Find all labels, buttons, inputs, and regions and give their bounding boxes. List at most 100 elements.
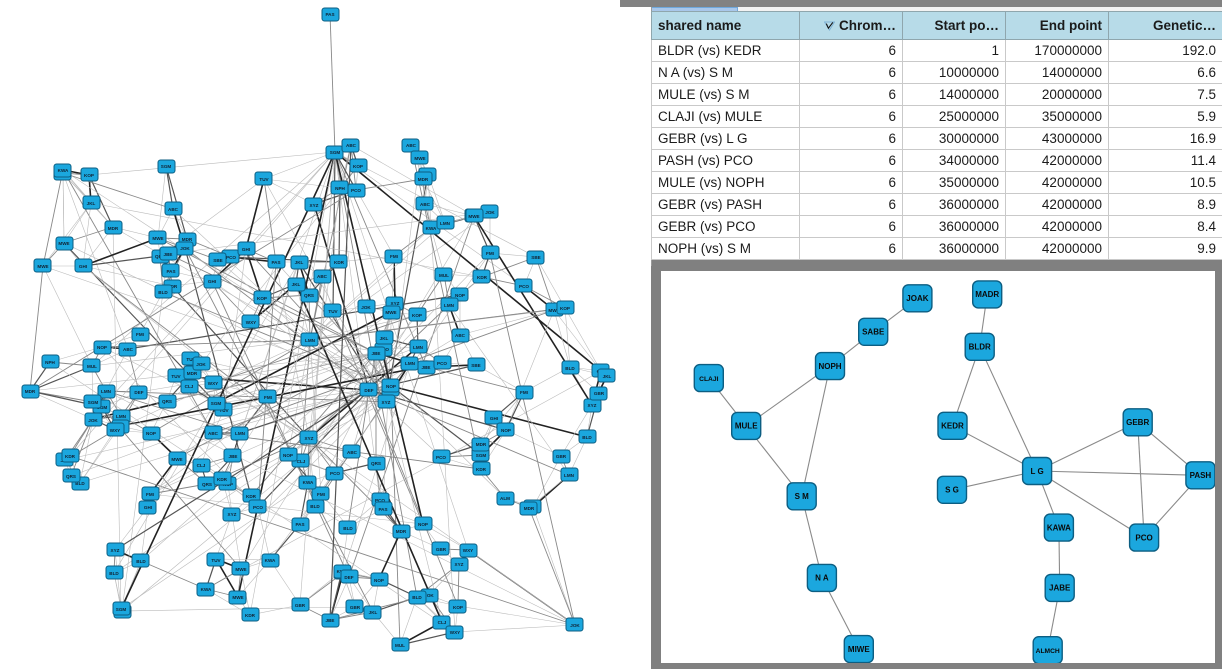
svg-text:SGM: SGM [330,150,341,155]
svg-text:SGM: SGM [161,164,172,169]
svg-text:LMN: LMN [444,303,455,308]
svg-text:KDR: KDR [217,477,228,482]
svg-text:JBE: JBE [229,454,238,459]
svg-text:S M: S M [795,492,810,501]
svg-text:JKL: JKL [380,336,389,341]
svg-text:SGM: SGM [476,453,487,458]
svg-text:KWA: KWA [265,558,276,563]
svg-text:GEBR: GEBR [1126,418,1149,427]
svg-text:JBE: JBE [164,252,173,257]
svg-text:KWA: KWA [426,226,437,231]
svg-text:NPH: NPH [45,360,55,365]
svg-text:KEDR: KEDR [941,422,964,431]
svg-text:MDR: MDR [187,371,198,376]
svg-text:NOP: NOP [374,578,384,583]
svg-text:FMI: FMI [390,254,398,259]
svg-text:QRS: QRS [202,482,212,487]
svg-text:SGM: SGM [116,607,127,612]
svg-text:MWE: MWE [414,156,425,161]
svg-text:FMI: FMI [520,390,528,395]
svg-text:ABC: ABC [406,143,417,148]
svg-text:MDR: MDR [396,529,407,534]
svg-text:NOP: NOP [283,453,293,458]
svg-text:MDR: MDR [524,506,535,511]
svg-text:KOP: KOP [560,306,570,311]
svg-text:JKL: JKL [603,374,612,379]
svg-text:SBE: SBE [213,258,222,263]
svg-text:NOP: NOP [418,522,428,527]
svg-text:JOK: JOK [570,623,580,628]
svg-text:ABC: ABC [346,143,357,148]
svg-text:SGM: SGM [88,400,99,405]
svg-text:PCO: PCO [436,455,446,460]
svg-text:PCO: PCO [226,255,236,260]
svg-text:BLDR: BLDR [969,343,991,352]
svg-text:GHI: GHI [490,416,498,421]
svg-text:PCO: PCO [519,284,529,289]
svg-text:MDR: MDR [476,442,487,447]
svg-text:JKL: JKL [87,201,96,206]
svg-text:GHI: GHI [242,247,250,252]
svg-text:PAS: PAS [166,269,175,274]
svg-text:GHI: GHI [79,264,87,269]
svg-text:MDR: MDR [182,237,193,242]
svg-text:BLD: BLD [412,595,422,600]
svg-text:BLD: BLD [136,559,146,564]
svg-text:LMN: LMN [101,389,112,394]
svg-text:PAS: PAS [271,260,280,265]
svg-text:XYZ: XYZ [391,301,400,306]
svg-text:JABE: JABE [1049,584,1071,593]
svg-text:KOP: KOP [353,164,363,169]
svg-text:FMI: FMI [486,251,494,256]
svg-text:TUV: TUV [259,177,269,182]
svg-text:MULE: MULE [735,422,758,431]
svg-text:MWE: MWE [171,457,182,462]
svg-text:KDR: KDR [65,454,76,459]
svg-text:MWE: MWE [385,310,396,315]
svg-text:BLD: BLD [565,366,575,371]
svg-text:KAWA: KAWA [1047,523,1071,532]
svg-text:ABC: ABC [208,431,219,436]
svg-text:S G: S G [945,486,959,495]
svg-text:KWA: KWA [303,480,314,485]
svg-text:KOP: KOP [453,605,463,610]
svg-text:TUV: TUV [211,558,221,563]
svg-text:JOK: JOK [485,210,495,215]
svg-text:WXY: WXY [246,320,256,325]
svg-text:LMN: LMN [235,431,246,436]
svg-text:DEF: DEF [134,390,143,395]
svg-text:SABE: SABE [862,328,885,337]
svg-text:ALMCH: ALMCH [1036,648,1060,655]
svg-text:LMN: LMN [405,361,416,366]
svg-text:CLJ: CLJ [197,463,206,468]
svg-text:ABC: ABC [455,333,466,338]
svg-text:ABC: ABC [420,202,431,207]
svg-text:GBR: GBR [436,547,447,552]
svg-text:WXY: WXY [110,428,120,433]
svg-text:XYZ: XYZ [310,203,319,208]
svg-text:LMN: LMN [564,473,575,478]
svg-text:MUL: MUL [87,364,97,369]
svg-text:ALM: ALM [500,496,510,501]
svg-text:XYZ: XYZ [382,400,391,405]
svg-text:GBR: GBR [295,603,306,608]
svg-text:GBR: GBR [350,605,361,610]
svg-text:LMN: LMN [440,221,451,226]
svg-text:LMN: LMN [305,338,316,343]
svg-text:MWE: MWE [152,236,163,241]
svg-text:NOP: NOP [146,431,156,436]
svg-text:DEF: DEF [344,575,353,580]
svg-text:KDR: KDR [477,275,488,280]
svg-text:KDR: KDR [246,494,257,499]
svg-text:CLJ: CLJ [185,384,194,389]
svg-text:ABC: ABC [123,347,134,352]
svg-text:QRS: QRS [162,399,172,404]
svg-text:TUV: TUV [171,374,181,379]
svg-text:PASH: PASH [1190,471,1212,480]
svg-text:PCO: PCO [330,471,340,476]
svg-text:MDR: MDR [418,177,429,182]
svg-text:FMI: FMI [146,492,154,497]
svg-text:QRS: QRS [371,461,381,466]
svg-text:ABC: ABC [317,274,328,279]
svg-text:WXY: WXY [450,630,460,635]
